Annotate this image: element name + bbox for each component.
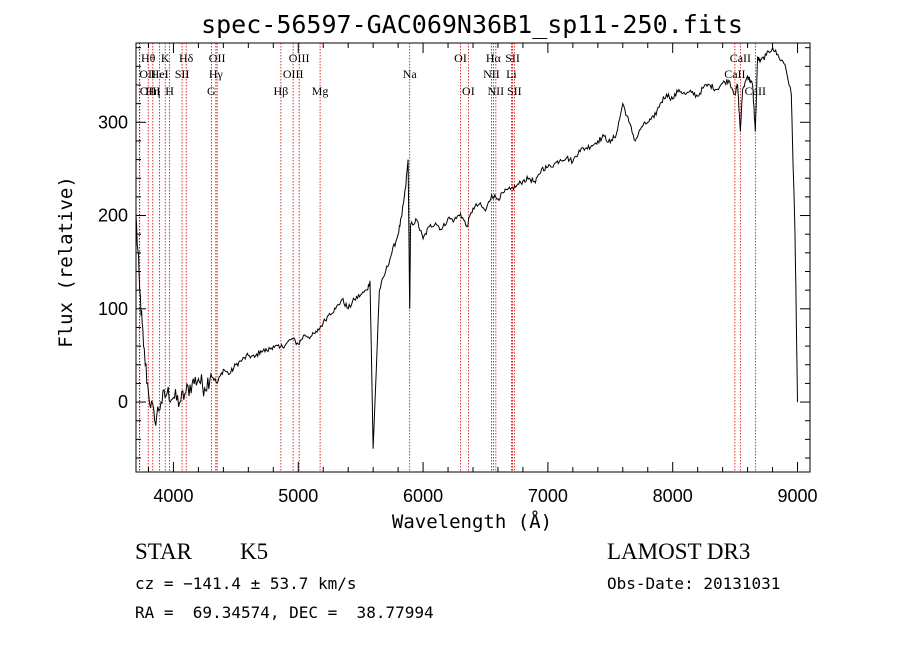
object-subclass: K5: [240, 539, 269, 564]
x-tick-label-3: 7000: [528, 486, 568, 506]
line-label-25: CaII: [730, 51, 751, 65]
redshift-cz: cz = −141.4 ± 53.7 km/s: [135, 574, 357, 593]
line-label-26: CaII: [724, 67, 745, 81]
x-axis-label: Wavelength (Å): [392, 510, 552, 533]
line-label-15: Mg: [312, 84, 329, 98]
coordinates: RA = 69.34574, DEC = 38.77994: [135, 603, 434, 622]
line-label-2: OIII: [140, 84, 161, 98]
line-label-12: OIII: [289, 51, 310, 65]
line-label-17: OI: [454, 51, 467, 65]
object-class: STAR: [135, 539, 192, 564]
line-label-18: OI: [462, 84, 475, 98]
line-label-11: G: [207, 84, 216, 98]
line-label-6: H: [165, 84, 174, 98]
line-label-24: SII: [507, 84, 522, 98]
line-label-16: Na: [403, 67, 418, 81]
spectral-line-labels: Hθ OII OIII K HeI Hη H Hδ SII OII Hγ G OIII OIII Hβ Mg N…: [139, 51, 766, 98]
x-tick-label-5: 9000: [777, 486, 817, 506]
line-label-13: OIII: [283, 67, 304, 81]
line-label-10: Hγ: [209, 67, 224, 81]
survey-name: LAMOST DR3: [607, 539, 751, 564]
chart-title: spec-56597-GAC069N36B1_sp11-250.fits: [201, 10, 743, 39]
spectrum-layer: [135, 46, 798, 449]
plot-frame: [135, 42, 811, 473]
line-label-21: NII: [488, 84, 505, 98]
line-label-5: Hη: [145, 84, 160, 98]
spectral-lines-layer: [138, 43, 756, 472]
line-label-9: OII: [209, 51, 226, 65]
x-tick-label-1: 5000: [278, 486, 318, 506]
y-tick-label-1: 100: [98, 299, 128, 319]
spectrum-line: [135, 46, 798, 449]
line-label-14: Hβ: [274, 84, 289, 98]
line-label-27: CaII: [745, 84, 766, 98]
line-label-23: Li: [506, 67, 517, 81]
line-label-8: SII: [175, 67, 190, 81]
line-label-4: HeI: [151, 67, 169, 81]
x-tick-label-0: 4000: [153, 486, 193, 506]
y-axis-label: Flux (relative): [55, 176, 77, 348]
line-label-22: SII: [505, 51, 520, 65]
axis-tick-labels: 4000 5000 6000 7000 8000 9000 0 100 200 300: [98, 112, 818, 506]
line-label-19: Hα: [486, 51, 502, 65]
observation-date: Obs-Date: 20131031: [607, 574, 781, 593]
y-tick-label-2: 200: [98, 206, 128, 226]
y-tick-label-3: 300: [98, 112, 128, 132]
axis-ticks: [136, 43, 810, 472]
x-tick-label-4: 8000: [653, 486, 693, 506]
line-label-3: K: [161, 51, 170, 65]
line-label-1: OII: [139, 67, 156, 81]
line-label-20: NII: [483, 67, 500, 81]
y-tick-label-0: 0: [118, 392, 128, 412]
line-label-0: Hθ: [141, 51, 156, 65]
line-label-7: Hδ: [179, 51, 194, 65]
x-tick-label-2: 6000: [403, 486, 443, 506]
